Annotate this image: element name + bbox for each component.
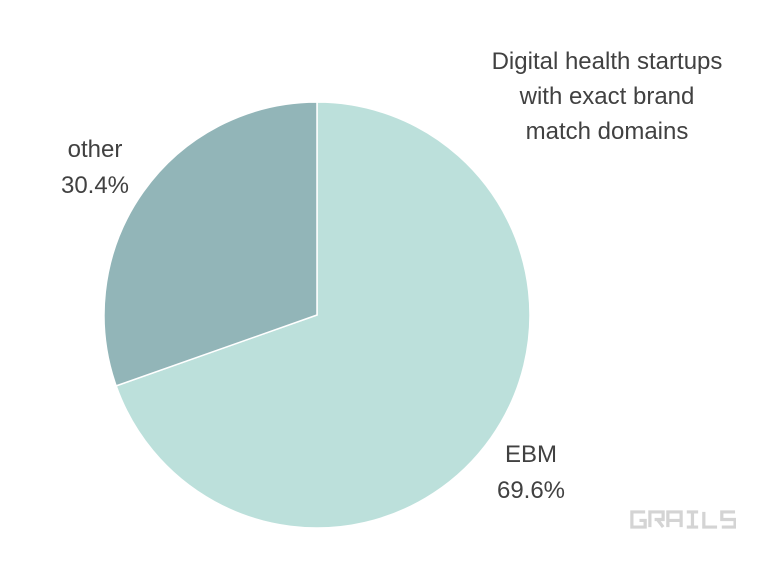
- slice-label-name: other: [67, 136, 123, 163]
- pie-slice-other: [103, 101, 318, 387]
- slice-label-ebm: EBM 69.6%: [451, 437, 611, 509]
- slice-label-percent: 69.6%: [496, 477, 566, 504]
- logo-letter-a: [666, 510, 683, 528]
- logo-letter-s: [720, 510, 736, 529]
- logo-letter-i: [686, 510, 699, 529]
- logo-letter-l: [702, 511, 718, 529]
- chart-title: Digital health startups with exact brand…: [447, 44, 767, 149]
- logo-letter-g: [630, 510, 647, 529]
- slice-label-name: EBM: [504, 441, 557, 468]
- slice-label-other: other 30.4%: [15, 132, 175, 204]
- pie-slices: [103, 101, 531, 529]
- logo-letter-r: [648, 510, 665, 529]
- chart-title-line: Digital health startups: [491, 48, 723, 75]
- chart-title-line: with exact brand: [519, 83, 695, 110]
- grails-logo: [630, 510, 736, 529]
- slice-label-percent: 30.4%: [60, 172, 130, 199]
- chart-title-line: match domains: [525, 118, 689, 145]
- pie-slice-ebm: [115, 101, 531, 529]
